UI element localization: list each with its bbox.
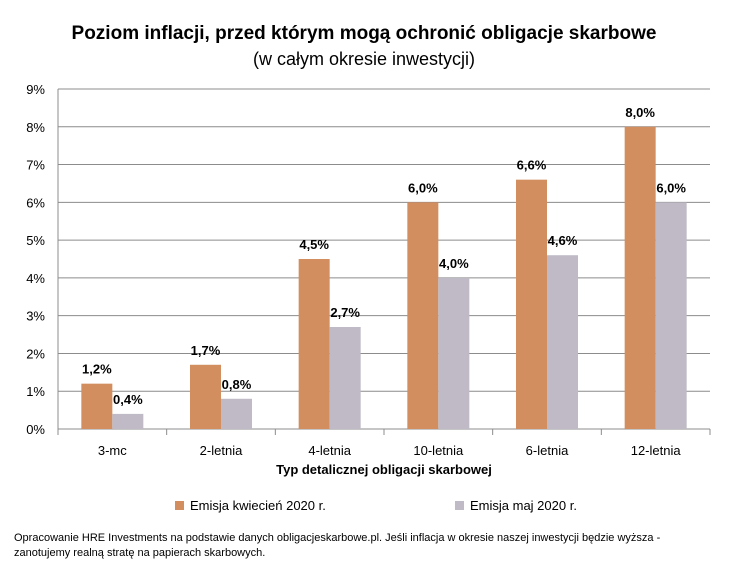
y-tick-label: 2% bbox=[26, 346, 45, 361]
x-tick-label: 3-mc bbox=[98, 443, 127, 458]
x-axis-ticks: 3-mc 2-letnia 4-letnia 10-letnia 6-letnia 12-… bbox=[98, 443, 681, 458]
data-label: 0,4% bbox=[113, 392, 143, 407]
x-tick-label: 12-letnia bbox=[631, 443, 682, 458]
x-tick-label: 10-letnia bbox=[413, 443, 464, 458]
bar-kwiecien bbox=[190, 364, 221, 429]
y-tick-label: 3% bbox=[26, 309, 45, 324]
bar-kwiecien bbox=[624, 126, 656, 430]
x-tick-label: 2-letnia bbox=[200, 443, 243, 458]
bar-kwiecien bbox=[407, 202, 439, 429]
bar-kwiecien bbox=[298, 259, 330, 429]
y-tick-label: 9% bbox=[26, 82, 45, 97]
data-label: 8,0% bbox=[625, 105, 655, 120]
y-axis-ticks: 0% 1% 2% 3% 4% 5% 6% 7% 8% 9% bbox=[26, 82, 45, 437]
y-tick-label: 8% bbox=[26, 120, 45, 135]
data-label: 0,8% bbox=[222, 377, 252, 392]
bars: 1,2%0,4% 1,7% 0,8% 4,5% 2,7% 6,0% 4,0% 6,6% 4,6%… bbox=[81, 105, 687, 430]
legend-label-kwiecien: Emisja kwiecień 2020 r. bbox=[190, 498, 326, 513]
data-label: 2,7% bbox=[330, 305, 360, 320]
bar-maj bbox=[547, 255, 578, 429]
bar-maj bbox=[438, 277, 470, 429]
y-tick-label: 5% bbox=[26, 233, 45, 248]
y-tick-label: 6% bbox=[26, 195, 45, 210]
data-label: 1,2% bbox=[82, 362, 112, 377]
data-label: 4,5% bbox=[299, 237, 329, 252]
data-label: 6,0% bbox=[656, 180, 686, 195]
bar-maj bbox=[112, 413, 144, 429]
y-tick-label: 1% bbox=[26, 384, 45, 399]
data-label: 6,0% bbox=[408, 180, 438, 195]
x-tick-label: 4-letnia bbox=[308, 443, 351, 458]
y-tick-label: 4% bbox=[26, 271, 45, 286]
data-label: 4,0% bbox=[439, 256, 469, 271]
legend-swatch-kwiecien bbox=[175, 501, 184, 510]
source-footnote: Opracowanie HRE Investments na podstawie… bbox=[14, 531, 714, 561]
data-label: 1,7% bbox=[191, 343, 221, 358]
legend-swatch-maj bbox=[455, 501, 464, 510]
bar-maj bbox=[329, 327, 361, 429]
x-tick-label: 6-letnia bbox=[526, 443, 569, 458]
data-label: 4,6% bbox=[548, 233, 578, 248]
gridlines bbox=[57, 88, 711, 435]
bar-maj bbox=[221, 398, 252, 429]
y-tick-label: 7% bbox=[26, 158, 45, 173]
data-label: 6,6% bbox=[517, 158, 547, 173]
footnote-line-1: Opracowanie HRE Investments na podstawie… bbox=[14, 532, 661, 544]
legend-label-maj: Emisja maj 2020 r. bbox=[470, 498, 577, 513]
chart-subtitle: (w całym okresie inwestycji) bbox=[253, 49, 475, 69]
legend: Emisja kwiecień 2020 r. Emisja maj 2020 … bbox=[175, 498, 577, 513]
y-tick-label: 0% bbox=[26, 422, 45, 437]
bar-kwiecien bbox=[81, 383, 113, 429]
chart-title: Poziom inflacji, przed którym mogą ochro… bbox=[72, 23, 657, 44]
footnote-line-2: zanotujemy realną stratę na papierach sk… bbox=[14, 547, 266, 559]
bar-kwiecien bbox=[516, 179, 547, 429]
x-axis-label: Typ detalicznej obligacji skarbowej bbox=[276, 462, 492, 477]
bar-maj bbox=[655, 202, 687, 429]
